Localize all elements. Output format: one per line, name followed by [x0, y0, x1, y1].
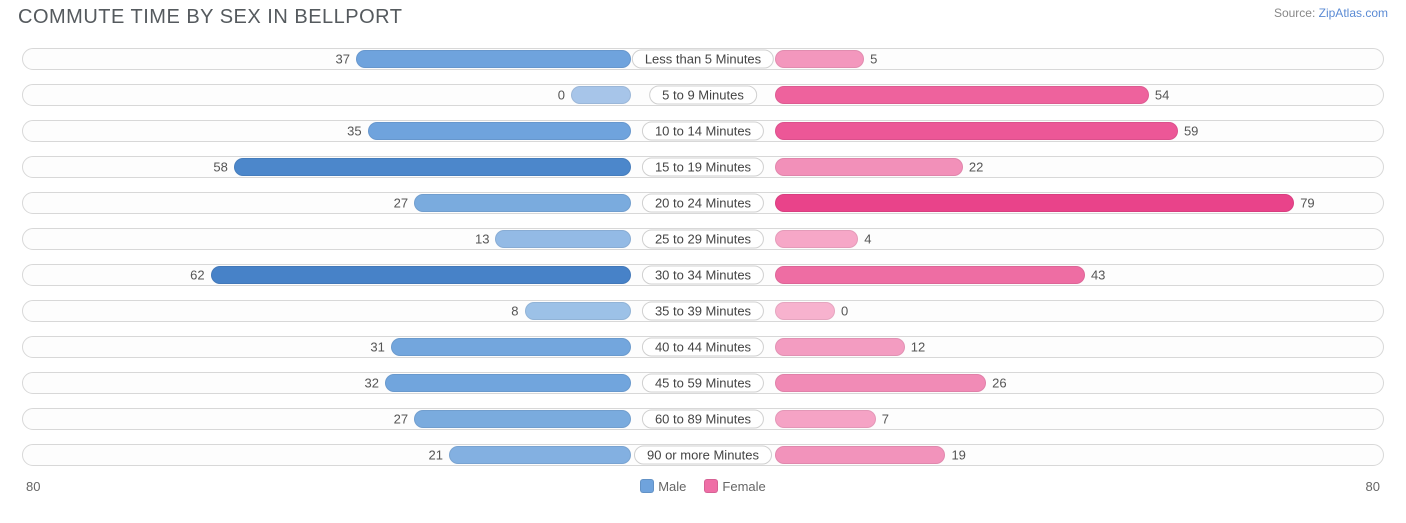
male-value: 21 [428, 448, 442, 463]
female-swatch-icon [704, 479, 718, 493]
male-bar [571, 86, 631, 104]
chart-row: 58 22 15 to 19 Minutes [18, 153, 1388, 181]
category-label: 15 to 19 Minutes [642, 158, 764, 177]
female-bar [775, 158, 963, 176]
chart-row: 32 26 45 to 59 Minutes [18, 369, 1388, 397]
male-bar [391, 338, 631, 356]
source-prefix: Source: [1274, 6, 1319, 20]
source-link[interactable]: ZipAtlas.com [1319, 6, 1388, 20]
legend-female-label: Female [722, 479, 765, 494]
male-value: 0 [558, 88, 565, 103]
chart-row: 27 79 20 to 24 Minutes [18, 189, 1388, 217]
chart-row: 62 43 30 to 34 Minutes [18, 261, 1388, 289]
chart-row: 0 54 5 to 9 Minutes [18, 81, 1388, 109]
chart-row: 35 59 10 to 14 Minutes [18, 117, 1388, 145]
chart-row: 37 5 Less than 5 Minutes [18, 45, 1388, 73]
category-label: 45 to 59 Minutes [642, 374, 764, 393]
female-value: 19 [951, 448, 965, 463]
category-label: 60 to 89 Minutes [642, 410, 764, 429]
female-bar [775, 374, 986, 392]
female-bar [775, 122, 1178, 140]
male-value: 35 [347, 124, 361, 139]
female-value: 0 [841, 304, 848, 319]
category-label: 5 to 9 Minutes [649, 86, 757, 105]
male-bar [525, 302, 632, 320]
category-label: 10 to 14 Minutes [642, 122, 764, 141]
female-value: 59 [1184, 124, 1198, 139]
female-bar [775, 194, 1294, 212]
male-bar [385, 374, 631, 392]
male-bar [495, 230, 631, 248]
male-bar [211, 266, 631, 284]
female-bar [775, 338, 905, 356]
source-attribution: Source: ZipAtlas.com [1274, 6, 1388, 20]
female-bar [775, 50, 864, 68]
chart-row: 21 19 90 or more Minutes [18, 441, 1388, 469]
male-value: 32 [365, 376, 379, 391]
category-label: 90 or more Minutes [634, 446, 772, 465]
male-bar [414, 194, 631, 212]
female-bar [775, 446, 945, 464]
male-value: 27 [394, 412, 408, 427]
category-label: Less than 5 Minutes [632, 50, 774, 69]
female-bar [775, 266, 1085, 284]
male-swatch-icon [640, 479, 654, 493]
male-bar [356, 50, 631, 68]
female-value: 43 [1091, 268, 1105, 283]
female-value: 79 [1300, 196, 1314, 211]
male-bar [368, 122, 631, 140]
male-bar [414, 410, 631, 428]
chart-row: 31 12 40 to 44 Minutes [18, 333, 1388, 361]
category-label: 30 to 34 Minutes [642, 266, 764, 285]
category-label: 35 to 39 Minutes [642, 302, 764, 321]
female-value: 5 [870, 52, 877, 67]
legend-male-label: Male [658, 479, 686, 494]
butterfly-chart: 37 5 Less than 5 Minutes 0 54 5 to 9 Minutes 3… [0, 33, 1406, 469]
female-value: 54 [1155, 88, 1169, 103]
chart-row: 13 4 25 to 29 Minutes [18, 225, 1388, 253]
male-value: 27 [394, 196, 408, 211]
chart-title: COMMUTE TIME BY SEX IN BELLPORT [18, 6, 402, 29]
female-value: 4 [864, 232, 871, 247]
male-value: 13 [475, 232, 489, 247]
axis-max-left: 80 [26, 479, 40, 494]
category-label: 40 to 44 Minutes [642, 338, 764, 357]
female-bar [775, 230, 858, 248]
legend-female: Female [704, 479, 765, 494]
female-bar [775, 410, 876, 428]
legend-male: Male [640, 479, 686, 494]
female-value: 7 [882, 412, 889, 427]
legend: Male Female [640, 479, 766, 494]
category-label: 25 to 29 Minutes [642, 230, 764, 249]
male-value: 62 [190, 268, 204, 283]
male-value: 37 [335, 52, 349, 67]
category-label: 20 to 24 Minutes [642, 194, 764, 213]
male-value: 31 [370, 340, 384, 355]
chart-row: 27 7 60 to 89 Minutes [18, 405, 1388, 433]
female-value: 26 [992, 376, 1006, 391]
chart-row: 8 0 35 to 39 Minutes [18, 297, 1388, 325]
male-bar [234, 158, 631, 176]
male-value: 58 [213, 160, 227, 175]
female-value: 22 [969, 160, 983, 175]
female-bar [775, 86, 1149, 104]
male-value: 8 [511, 304, 518, 319]
female-value: 12 [911, 340, 925, 355]
male-bar [449, 446, 631, 464]
axis-max-right: 80 [1366, 479, 1380, 494]
female-bar [775, 302, 835, 320]
